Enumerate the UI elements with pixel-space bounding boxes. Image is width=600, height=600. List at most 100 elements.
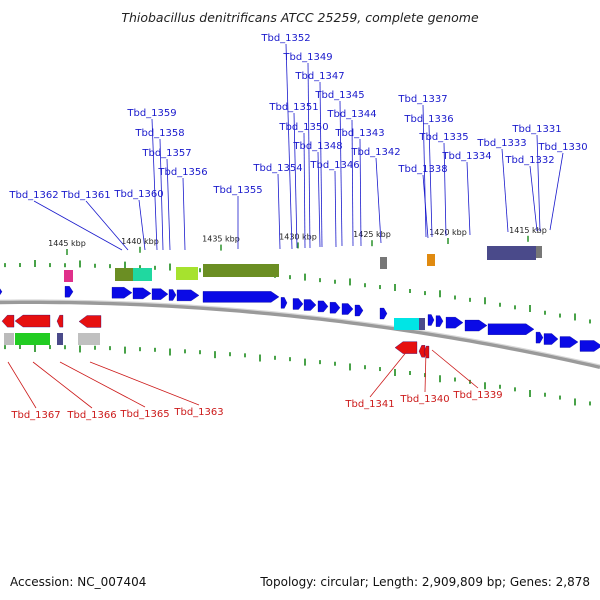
backbone-highlight	[0, 299, 600, 366]
forward-leader	[359, 138, 362, 247]
forward-leader	[151, 118, 158, 251]
scale-ticks: 1445 kbp 1440 kbp 1435 kbp 1430 kbp 1425 kbp…	[4, 226, 591, 406]
gene-features	[0, 246, 600, 359]
forward-cds-arrow	[64, 286, 74, 298]
forward-gene-label: Tbd_1335	[418, 132, 468, 143]
orange-feature	[427, 254, 435, 266]
forward-gene-label: Tbd_1342	[350, 147, 400, 158]
cyan-feature	[394, 318, 420, 330]
forward-leader	[428, 124, 433, 238]
forward-gene-label: Tbd_1344	[326, 109, 376, 120]
forward-leader	[443, 142, 447, 237]
forward-gene-label: Tbd_1338	[397, 164, 447, 175]
reverse-leader	[32, 361, 93, 409]
reverse-leader	[424, 349, 427, 393]
forward-cds-arrow	[132, 287, 152, 300]
reverse-cds-arrow	[78, 315, 102, 328]
forward-leader	[422, 104, 427, 238]
forward-gene-label: Tbd_1334	[441, 151, 491, 162]
forward-cds-arrow	[111, 287, 133, 299]
forward-gene-label: Tbd_1358	[134, 128, 184, 139]
topology-text: Topology: circular; Length: 2,909,809 bp…	[260, 575, 590, 589]
forward-gene-label: Tbd_1345	[314, 90, 364, 101]
forward-leader	[182, 177, 186, 251]
forward-leader	[303, 132, 306, 249]
kbp-label: 1435 kbp	[202, 235, 240, 244]
forward-leader	[501, 148, 509, 233]
gene-labels: Tbd_1362 Tbd_1361 Tbd_1360 Tbd_1359 Tbd_1358…	[8, 33, 587, 421]
forward-gene-label: Tbd_1360	[113, 189, 163, 200]
reverse-cds-arrow	[56, 314, 64, 328]
forward-cds-arrow	[0, 288, 3, 296]
forward-gene-label: Tbd_1348	[292, 141, 342, 152]
forward-leader	[33, 200, 123, 251]
accession-text: Accession: NC_007404	[10, 575, 147, 589]
backbone-line	[0, 300, 600, 369]
forward-cds-arrow	[168, 289, 177, 301]
reverse-cds-arrow	[423, 345, 430, 359]
forward-leader	[317, 151, 321, 248]
forward-cds-arrow	[176, 289, 200, 302]
forward-leader	[375, 157, 382, 244]
forward-leader	[529, 165, 538, 232]
forward-leader	[85, 200, 129, 251]
forward-cds-arrow	[445, 317, 464, 329]
forward-gene-label: Tbd_1351	[268, 102, 318, 113]
forward-gene-label: Tbd_1333	[476, 138, 526, 149]
forward-leader	[277, 173, 281, 250]
forward-gene-label: Tbd_1355	[212, 185, 262, 196]
forward-leader	[166, 158, 171, 251]
forward-leader	[138, 199, 146, 251]
forward-gene-label: Tbd_1357	[141, 148, 191, 159]
reverse-cds-arrow	[1, 315, 15, 328]
forward-leader	[334, 170, 337, 248]
forward-cds-arrow	[379, 307, 388, 320]
forward-leader	[549, 152, 564, 231]
reverse-leader	[7, 361, 37, 409]
gray-feature	[78, 333, 100, 345]
forward-cds-arrow	[535, 331, 544, 344]
reverse-leader	[369, 349, 409, 398]
forward-gene-label: Tbd_1362	[8, 190, 58, 201]
reverse-gene-label: Tbd_1339	[452, 390, 502, 401]
forward-leader	[319, 81, 323, 248]
forward-cds-arrow	[464, 319, 488, 332]
forward-leader	[351, 119, 354, 247]
forward-cds-arrow	[317, 300, 329, 313]
reverse-cds-arrow	[418, 345, 426, 358]
slate-feature	[419, 318, 425, 330]
forward-gene-label: Tbd_1336	[403, 114, 453, 125]
slate-feature	[487, 246, 536, 260]
forward-leader	[339, 100, 343, 247]
gray-feature	[4, 333, 14, 345]
reverse-leader	[59, 361, 146, 408]
forward-gene-label: Tbd_1331	[511, 124, 561, 135]
forward-cds-arrow	[354, 304, 364, 317]
gray-feature	[380, 257, 387, 269]
slate-feature	[57, 333, 63, 345]
olive-feature	[115, 268, 133, 281]
forward-cds-arrow	[303, 299, 317, 311]
forward-gene-label: Tbd_1343	[334, 128, 384, 139]
reverse-cds-arrow	[14, 314, 51, 328]
forward-gene-label: Tbd_1361	[60, 190, 110, 201]
forward-cds-arrow	[579, 340, 600, 352]
lime-feature	[176, 267, 198, 280]
forward-cds-arrow	[487, 323, 535, 335]
forward-leader	[536, 134, 541, 232]
forward-cds-arrow	[559, 336, 579, 348]
reverse-gene-label: Tbd_1340	[399, 394, 449, 405]
genome-backbone	[0, 299, 600, 369]
forward-cds-arrow	[280, 297, 288, 309]
forward-cds-arrow	[543, 333, 559, 345]
forward-gene-label: Tbd_1352	[260, 33, 310, 44]
reverse-leader	[89, 361, 200, 406]
forward-gene-label: Tbd_1349	[282, 52, 332, 63]
forward-cds-arrow	[435, 315, 444, 327]
forward-cds-arrow	[202, 291, 280, 303]
kbp-label: 1445 kbp	[48, 239, 86, 248]
reverse-gene-label: Tbd_1365	[119, 409, 169, 420]
olive-feature	[203, 264, 279, 277]
forward-gene-label: Tbd_1332	[504, 155, 554, 166]
